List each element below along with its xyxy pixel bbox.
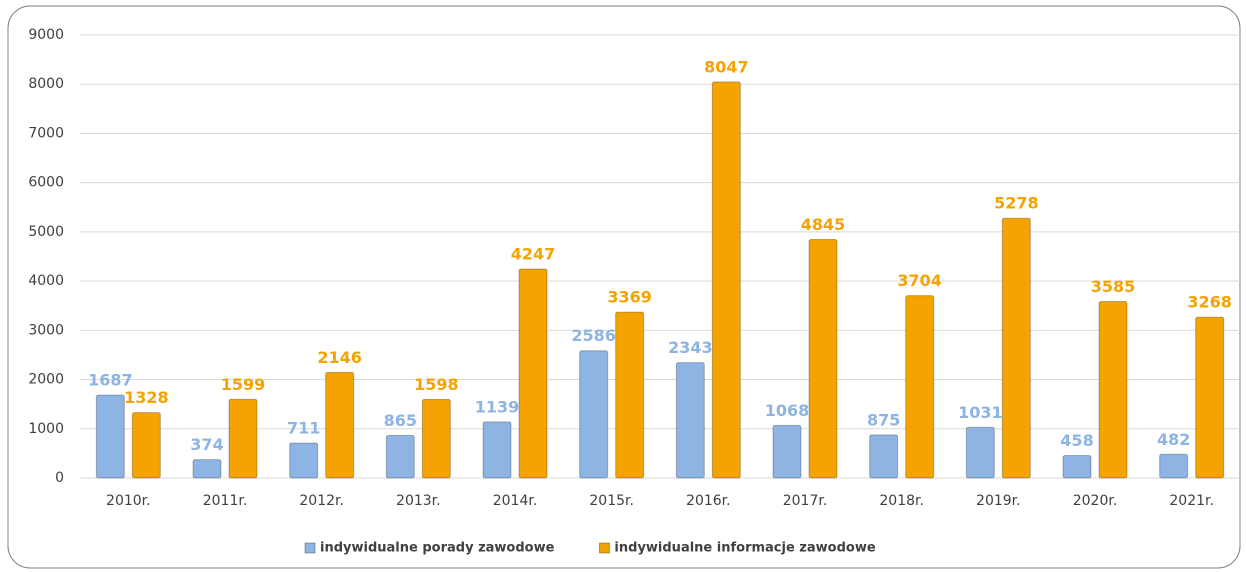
bar [1195, 316, 1225, 479]
y-tick-label: 1000 [28, 421, 64, 437]
y-tick-label: 2000 [28, 372, 64, 388]
bar [1001, 217, 1031, 479]
value-label: 1139 [475, 397, 520, 416]
value-label: 2586 [571, 326, 616, 345]
legend-swatch [598, 542, 610, 554]
value-label: 1599 [221, 375, 266, 394]
legend-swatch [304, 542, 316, 554]
bar [711, 81, 741, 479]
value-label: 3585 [1091, 277, 1136, 296]
y-tick-label: 6000 [28, 175, 64, 191]
value-label: 1031 [958, 403, 1003, 422]
value-label: 374 [190, 435, 223, 454]
x-tick-label: 2010r. [106, 493, 151, 509]
value-label: 3704 [897, 271, 942, 290]
x-tick-label: 2014r. [493, 493, 538, 509]
bar [192, 459, 222, 479]
bar [385, 434, 415, 479]
y-tick-label: 9000 [28, 27, 64, 43]
bar [1098, 301, 1128, 479]
y-tick-label: 3000 [28, 322, 64, 338]
bar [1159, 453, 1189, 479]
bar [518, 268, 548, 479]
value-label: 1598 [414, 375, 459, 394]
legend-label: indywidualne porady zawodowe [320, 541, 555, 556]
x-tick-label: 2011r. [203, 493, 248, 509]
y-tick-label: 8000 [28, 76, 64, 92]
x-tick-label: 2015r. [589, 493, 634, 509]
x-tick-label: 2020r. [1073, 493, 1118, 509]
value-label: 1068 [765, 401, 810, 420]
bar [808, 239, 838, 479]
value-label: 3268 [1187, 293, 1232, 312]
bar [675, 362, 705, 479]
bar [421, 398, 451, 479]
bar [95, 394, 125, 479]
x-tick-label: 2019r. [976, 493, 1021, 509]
x-tick-label: 2013r. [396, 493, 441, 509]
bar [615, 311, 645, 479]
legend-label: indywidualne informacje zawodowe [614, 541, 875, 556]
value-label: 711 [287, 419, 320, 438]
y-tick-label: 7000 [28, 125, 64, 141]
value-label: 5278 [994, 194, 1039, 213]
bar [325, 371, 355, 479]
value-label: 8047 [704, 57, 749, 76]
value-label: 3369 [607, 288, 652, 307]
bar [1062, 454, 1092, 479]
value-label: 2146 [317, 348, 362, 367]
bar [289, 442, 319, 479]
x-tick-label: 2016r. [686, 493, 731, 509]
x-tick-label: 2017r. [783, 493, 828, 509]
bar [579, 350, 609, 479]
bar [965, 426, 995, 479]
bar [772, 424, 802, 479]
y-tick-label: 0 [55, 470, 64, 486]
y-tick-label: 5000 [28, 224, 64, 240]
y-tick-label: 4000 [28, 273, 64, 289]
value-label: 4247 [511, 244, 556, 263]
bar [131, 412, 161, 479]
value-label: 1328 [124, 388, 169, 407]
value-label: 865 [384, 411, 417, 430]
x-tick-label: 2012r. [299, 493, 344, 509]
value-label: 482 [1157, 430, 1190, 449]
x-tick-label: 2018r. [879, 493, 924, 509]
bar [869, 434, 899, 479]
value-label: 2343 [668, 338, 713, 357]
value-label: 458 [1060, 431, 1093, 450]
value-label: 875 [867, 410, 900, 429]
x-tick-label: 2021r. [1169, 493, 1214, 509]
value-label: 1687 [88, 370, 133, 389]
bar [905, 295, 935, 479]
bar [228, 398, 258, 479]
value-label: 4845 [801, 215, 846, 234]
bar [482, 421, 512, 479]
